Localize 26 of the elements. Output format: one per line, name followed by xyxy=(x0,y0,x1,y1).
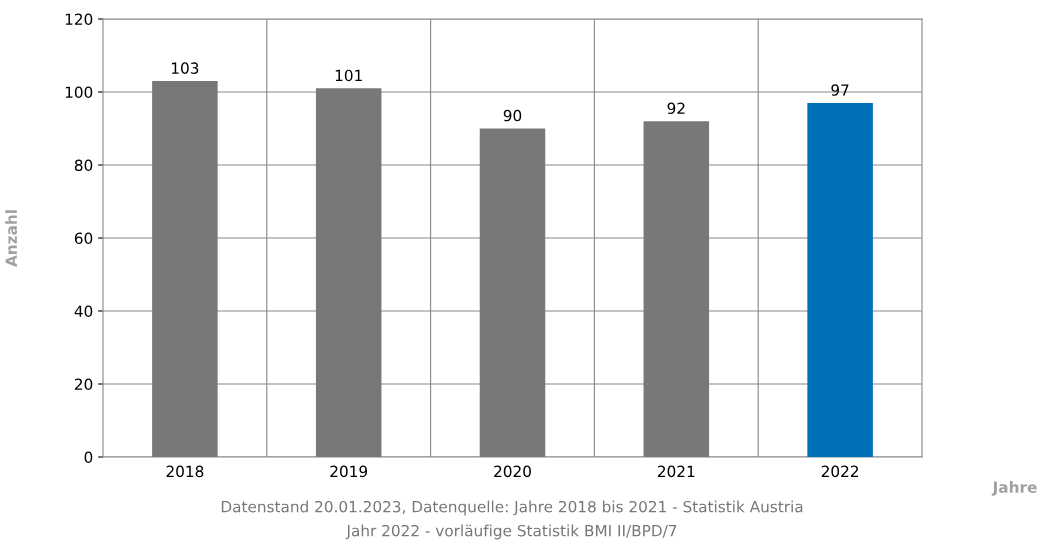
bar xyxy=(643,121,710,457)
data-label: 101 xyxy=(335,69,362,82)
y-axis-title: Anzahl xyxy=(5,210,18,267)
bar xyxy=(807,102,873,457)
text: Datenstand 20.01.2023, Datenquelle: Jahre 2018 bis 2021 - Statistik Austria xyxy=(221,500,803,516)
bar xyxy=(479,128,546,457)
x-tick-label: 2020 xyxy=(494,465,531,478)
data-label: 90 xyxy=(503,109,522,122)
y-tick-label: 60 xyxy=(74,232,93,245)
x-tick-label: 2022 xyxy=(821,465,859,478)
bar xyxy=(152,81,218,457)
data-label: 92 xyxy=(667,102,685,115)
bar xyxy=(315,88,382,457)
data-label: 97 xyxy=(831,84,849,96)
y-tick-label: 40 xyxy=(74,305,93,318)
data-label: 103 xyxy=(172,62,199,74)
x-tick-label: 2021 xyxy=(657,465,695,478)
y-tick-label: 120 xyxy=(65,13,93,26)
x-tick-label: 2018 xyxy=(166,465,204,478)
text: Jahr 2022 - vorläufige Statistik BMI II/BPD/7 xyxy=(345,524,677,540)
y-tick-label: 100 xyxy=(65,86,93,99)
x-axis-title: Jahre xyxy=(991,481,1037,496)
y-tick-label: 80 xyxy=(74,159,93,172)
y-tick-label: 20 xyxy=(74,378,93,391)
x-tick-label: 2019 xyxy=(330,465,368,478)
y-tick-label: 0 xyxy=(84,451,93,464)
